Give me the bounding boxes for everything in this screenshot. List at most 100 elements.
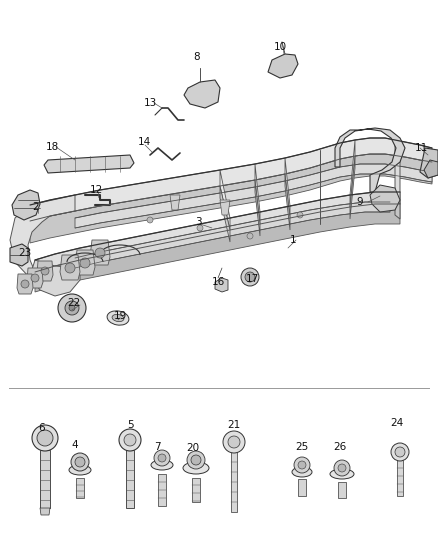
Text: 16: 16 [212, 277, 225, 287]
Circle shape [158, 454, 166, 462]
Circle shape [228, 436, 240, 448]
Polygon shape [35, 192, 400, 272]
Polygon shape [215, 278, 228, 292]
Circle shape [65, 263, 75, 273]
Circle shape [191, 455, 201, 465]
Text: 7: 7 [154, 442, 160, 452]
Circle shape [95, 248, 105, 258]
Polygon shape [335, 128, 405, 192]
Circle shape [147, 217, 153, 223]
Circle shape [65, 301, 79, 315]
Polygon shape [44, 155, 134, 173]
Polygon shape [30, 260, 80, 296]
Circle shape [338, 464, 346, 472]
Polygon shape [350, 156, 355, 219]
Circle shape [197, 225, 203, 231]
Text: 6: 6 [39, 423, 45, 433]
Polygon shape [37, 261, 53, 281]
Polygon shape [76, 478, 84, 498]
Circle shape [154, 450, 170, 466]
Text: 14: 14 [138, 137, 151, 147]
Polygon shape [126, 450, 134, 508]
Text: 9: 9 [356, 197, 363, 207]
Polygon shape [370, 185, 400, 212]
Ellipse shape [183, 462, 209, 474]
Circle shape [187, 451, 205, 469]
Polygon shape [285, 158, 290, 218]
Polygon shape [350, 140, 355, 207]
Polygon shape [220, 170, 230, 230]
Polygon shape [420, 148, 438, 178]
Circle shape [334, 460, 350, 476]
Polygon shape [285, 174, 290, 230]
Text: 22: 22 [67, 298, 81, 308]
Polygon shape [90, 240, 110, 265]
Polygon shape [395, 138, 400, 204]
Circle shape [124, 434, 136, 446]
Polygon shape [220, 186, 230, 242]
Text: 3: 3 [195, 217, 201, 227]
Text: 21: 21 [227, 420, 240, 430]
Circle shape [41, 267, 49, 275]
Polygon shape [30, 154, 432, 243]
Polygon shape [184, 80, 220, 108]
Polygon shape [30, 138, 432, 221]
Ellipse shape [107, 311, 129, 325]
Circle shape [37, 430, 53, 446]
Circle shape [245, 272, 255, 282]
Circle shape [119, 429, 141, 451]
Text: 18: 18 [46, 142, 59, 152]
Polygon shape [338, 482, 346, 498]
Circle shape [69, 305, 75, 311]
Polygon shape [60, 255, 80, 280]
Text: 1: 1 [290, 235, 297, 245]
Circle shape [80, 258, 90, 268]
Polygon shape [268, 54, 298, 78]
Ellipse shape [330, 469, 354, 479]
Polygon shape [35, 204, 400, 292]
Polygon shape [40, 508, 50, 515]
Text: 8: 8 [194, 52, 200, 62]
Ellipse shape [292, 467, 312, 477]
Polygon shape [12, 190, 40, 220]
Text: 10: 10 [273, 42, 286, 52]
Polygon shape [231, 452, 237, 512]
Circle shape [294, 457, 310, 473]
Polygon shape [75, 250, 95, 275]
Ellipse shape [112, 314, 124, 321]
Polygon shape [397, 460, 403, 496]
Circle shape [21, 280, 29, 288]
Polygon shape [170, 195, 180, 210]
Polygon shape [192, 478, 200, 502]
Ellipse shape [151, 460, 173, 470]
Circle shape [32, 425, 58, 451]
Text: 17: 17 [245, 274, 258, 284]
Polygon shape [75, 164, 432, 228]
Circle shape [75, 457, 85, 467]
Polygon shape [220, 200, 230, 215]
Circle shape [31, 274, 39, 282]
Polygon shape [75, 202, 390, 268]
Circle shape [297, 212, 303, 218]
Polygon shape [424, 160, 438, 178]
Text: 4: 4 [72, 440, 78, 450]
Text: 11: 11 [415, 143, 428, 153]
Polygon shape [10, 244, 28, 266]
Text: 25: 25 [295, 442, 309, 452]
Text: 26: 26 [333, 442, 346, 452]
Circle shape [241, 268, 259, 286]
Polygon shape [158, 474, 166, 506]
Text: 19: 19 [113, 311, 127, 321]
Circle shape [223, 431, 245, 453]
Text: 5: 5 [127, 420, 133, 430]
Ellipse shape [69, 465, 91, 475]
Polygon shape [27, 268, 43, 288]
Circle shape [71, 453, 89, 471]
Text: 12: 12 [90, 185, 103, 195]
Text: 23: 23 [18, 248, 31, 258]
Circle shape [58, 294, 86, 322]
Polygon shape [40, 450, 50, 508]
Polygon shape [395, 200, 400, 219]
Polygon shape [10, 195, 75, 285]
Polygon shape [17, 274, 33, 294]
